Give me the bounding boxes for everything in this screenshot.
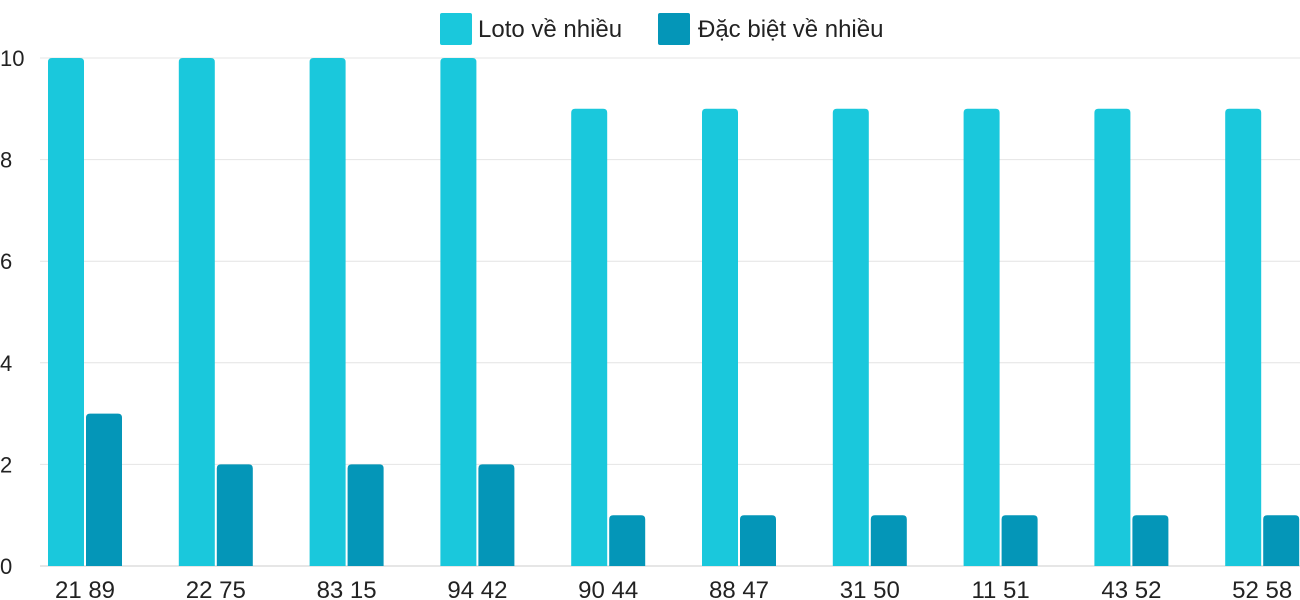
legend-item-dac-biet[interactable]: Đặc biệt về nhiều [658,13,883,45]
y-tick-label: 6 [0,249,12,274]
legend-label-loto: Loto về nhiều [478,16,622,43]
legend-swatch-dac-biet [658,13,690,45]
grid-lines [40,57,1300,567]
legend-item-loto[interactable]: Loto về nhiều [440,13,622,45]
bar-loto-4[interactable] [571,108,608,567]
bar-dac-biet-4[interactable] [609,515,646,566]
x-tick-label: 43 52 [1101,577,1161,600]
bar-dac-biet-6[interactable] [870,515,907,566]
y-tick-label: 8 [0,148,12,173]
bar-loto-8[interactable] [1094,108,1131,567]
x-axis-ticks: 21 89 22 75 83 15 94 42 90 44 88 47 31 50 11 51… [55,577,1292,600]
x-tick-label: 21 89 [55,577,115,600]
x-tick-label: 52 58 [1232,577,1292,600]
x-tick-label: 90 44 [578,577,638,600]
bar-loto-9[interactable] [1225,108,1262,567]
y-tick-label: 10 [0,46,24,71]
bar-dac-biet-5[interactable] [740,515,776,566]
bar-loto-1[interactable] [178,58,215,566]
bars [48,58,1300,567]
bar-dac-biet-7[interactable] [1001,515,1038,566]
y-tick-label: 4 [0,351,12,376]
bar-dac-biet-2[interactable] [347,464,384,566]
bar-loto-6[interactable] [832,108,869,567]
x-tick-label: 31 50 [840,577,900,600]
bar-dac-biet-1[interactable] [216,464,253,566]
x-tick-label: 88 47 [709,577,769,600]
legend-label-dac-biet: Đặc biệt về nhiều [698,16,883,43]
y-tick-label: 2 [0,452,12,477]
x-tick-label: 83 15 [317,577,377,600]
bar-dac-biet-9[interactable] [1263,515,1300,566]
bar-loto-5[interactable] [702,108,738,567]
bar-loto-2[interactable] [309,58,346,566]
legend-swatch-loto [440,13,472,45]
bar-dac-biet-8[interactable] [1132,515,1169,566]
bar-loto-7[interactable] [963,108,1000,567]
x-tick-label: 22 75 [186,577,246,600]
y-axis-ticks: 0 2 4 6 8 10 [0,46,24,579]
bar-dac-biet-0[interactable] [86,413,122,566]
bar-loto-3[interactable] [440,58,477,566]
y-tick-label: 0 [0,554,12,579]
legend: Loto về nhiều Đặc biệt về nhiều [440,13,883,45]
bar-dac-biet-3[interactable] [478,464,515,566]
bar-loto-0[interactable] [48,58,84,566]
x-tick-label: 94 42 [447,577,507,600]
x-tick-label: 11 51 [971,577,1029,600]
